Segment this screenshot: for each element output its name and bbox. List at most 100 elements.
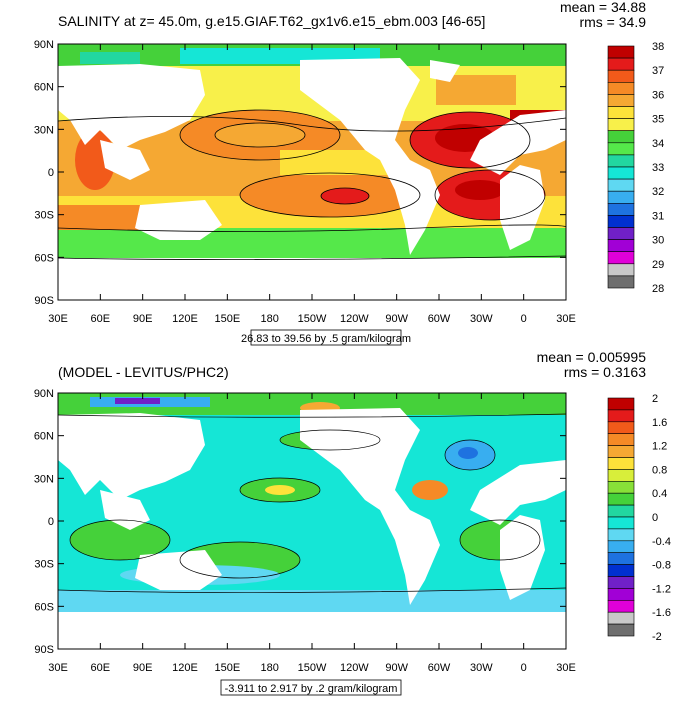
panel-1-land (58, 58, 566, 300)
colorbar-swatch (607, 516, 635, 530)
colorbar-label: 35 (652, 114, 664, 126)
colorbar-label: 34 (652, 138, 664, 150)
colorbar-swatch (607, 469, 635, 482)
colorbar-label: 37 (652, 65, 664, 77)
lon-label: 150W (298, 662, 327, 674)
lat-label: 60N (34, 82, 54, 94)
colorbar-label: 33 (652, 162, 664, 174)
colorbar-swatch (607, 69, 635, 83)
colorbar-swatch (607, 457, 635, 470)
colorbar-swatch (607, 275, 635, 289)
colorbar-swatch (607, 397, 635, 411)
colorbar-swatch (607, 227, 635, 240)
panel-2-rms: rms = 0.3163 (564, 364, 646, 380)
colorbar-swatch (607, 552, 635, 565)
colorbar-swatch (607, 94, 635, 107)
colorbar-label: 31 (652, 210, 664, 222)
colorbar-swatch (607, 263, 635, 277)
panel-2-map (58, 393, 566, 649)
colorbar-swatch (607, 57, 635, 71)
colorbar-label: 0 (652, 512, 658, 524)
colorbar-swatch (607, 421, 635, 434)
lon-label: 30W (470, 662, 493, 674)
lat-label: 30N (34, 473, 54, 485)
lon-label: 90W (385, 662, 408, 674)
panel-2-contours (58, 413, 566, 593)
colorbar-label: 0.4 (652, 488, 667, 500)
lon-label: 90W (385, 313, 408, 325)
colorbar-swatch (607, 540, 635, 553)
lon-label: 30E (556, 662, 576, 674)
lon-label: 150E (214, 662, 240, 674)
colorbar-swatch (607, 576, 635, 589)
colorbar-swatch (607, 433, 635, 446)
panel-1-rms: rms = 34.9 (579, 14, 646, 30)
lon-label: 60W (428, 662, 451, 674)
colorbar-label: 32 (652, 186, 664, 198)
colorbar-label: 30 (652, 235, 664, 247)
lat-label: 60S (34, 252, 54, 264)
lat-label: 90S (34, 644, 54, 656)
panel-1-contours (58, 109, 566, 260)
lat-label: 60N (34, 431, 54, 443)
colorbar-swatch (607, 504, 635, 518)
lat-label: 90S (34, 295, 54, 307)
lon-label: 150W (298, 313, 327, 325)
lon-label: 120E (172, 662, 198, 674)
lat-label: 90N (34, 388, 54, 400)
colorbar-swatch (607, 251, 635, 265)
colorbar-swatch (607, 166, 635, 180)
colorbar-swatch (607, 409, 635, 423)
colorbar-label: 28 (652, 283, 664, 295)
colorbar-swatch (607, 239, 635, 253)
panel-2-colorbar: 2 1.6 1.2 0.8 0.4 0 -0.4 -0.8 -1.2 -1.6 -2 (607, 393, 671, 643)
lon-label: 120W (340, 662, 369, 674)
colorbar-label: 36 (652, 89, 664, 101)
panel-difference: (MODEL - LEVITUS/PHC2) mean = 0.005995 r… (34, 349, 671, 696)
colorbar-label: 2 (652, 393, 658, 405)
colorbar-label: 1.6 (652, 417, 667, 429)
colorbar-swatch (607, 445, 635, 458)
panel-2-range-box (220, 679, 402, 696)
colorbar-swatch (607, 178, 635, 192)
lon-label: 150E (214, 313, 240, 325)
colorbar-label: 1.2 (652, 441, 667, 453)
lon-label: 60E (91, 313, 111, 325)
lon-label: 180 (260, 313, 278, 325)
panel-1-ticks: 90N 60N 30N 0 30S 60S 90S 30E 60E 90E 120E 150E 180 1… (34, 39, 576, 325)
colorbar-swatch (607, 45, 635, 59)
colorbar-label: -2 (652, 631, 662, 643)
colorbar-swatch (607, 564, 635, 577)
colorbar-label: 0.8 (652, 464, 667, 476)
colorbar-label: -1.6 (652, 607, 671, 619)
lat-label: 0 (48, 167, 54, 179)
lat-label: 0 (48, 516, 54, 528)
panel-1-title: SALINITY at z= 45.0m, g.e15.GIAF.T62_gx1… (58, 13, 485, 29)
lat-label: 30N (34, 124, 54, 136)
lat-label: 60S (34, 601, 54, 613)
colorbar-swatch (607, 82, 635, 95)
colorbar-swatch (607, 130, 635, 144)
panel-1-range-box (250, 329, 402, 346)
panel-salinity: SALINITY at z= 45.0m, g.e15.GIAF.T62_gx1… (34, 0, 664, 346)
panel-2-mean: mean = 0.005995 (537, 349, 647, 365)
lon-label: 30E (48, 662, 68, 674)
panel-1-mean: mean = 34.88 (560, 0, 646, 15)
colorbar-swatch (607, 106, 635, 119)
lon-label: 180 (260, 662, 278, 674)
lat-label: 30S (34, 210, 54, 222)
colorbar-swatch (607, 528, 635, 542)
lon-label: 120W (340, 313, 369, 325)
lat-label: 90N (34, 39, 54, 51)
colorbar-swatch (607, 611, 635, 625)
colorbar-swatch (607, 623, 635, 637)
colorbar-swatch (607, 588, 635, 601)
lon-label: 30E (48, 313, 68, 325)
lon-label: 60W (428, 313, 451, 325)
lon-label: 0 (521, 662, 527, 674)
lon-label: 30W (470, 313, 493, 325)
colorbar-label: 38 (652, 41, 664, 53)
panel-2-land (58, 408, 566, 649)
lon-label: 60E (91, 662, 111, 674)
